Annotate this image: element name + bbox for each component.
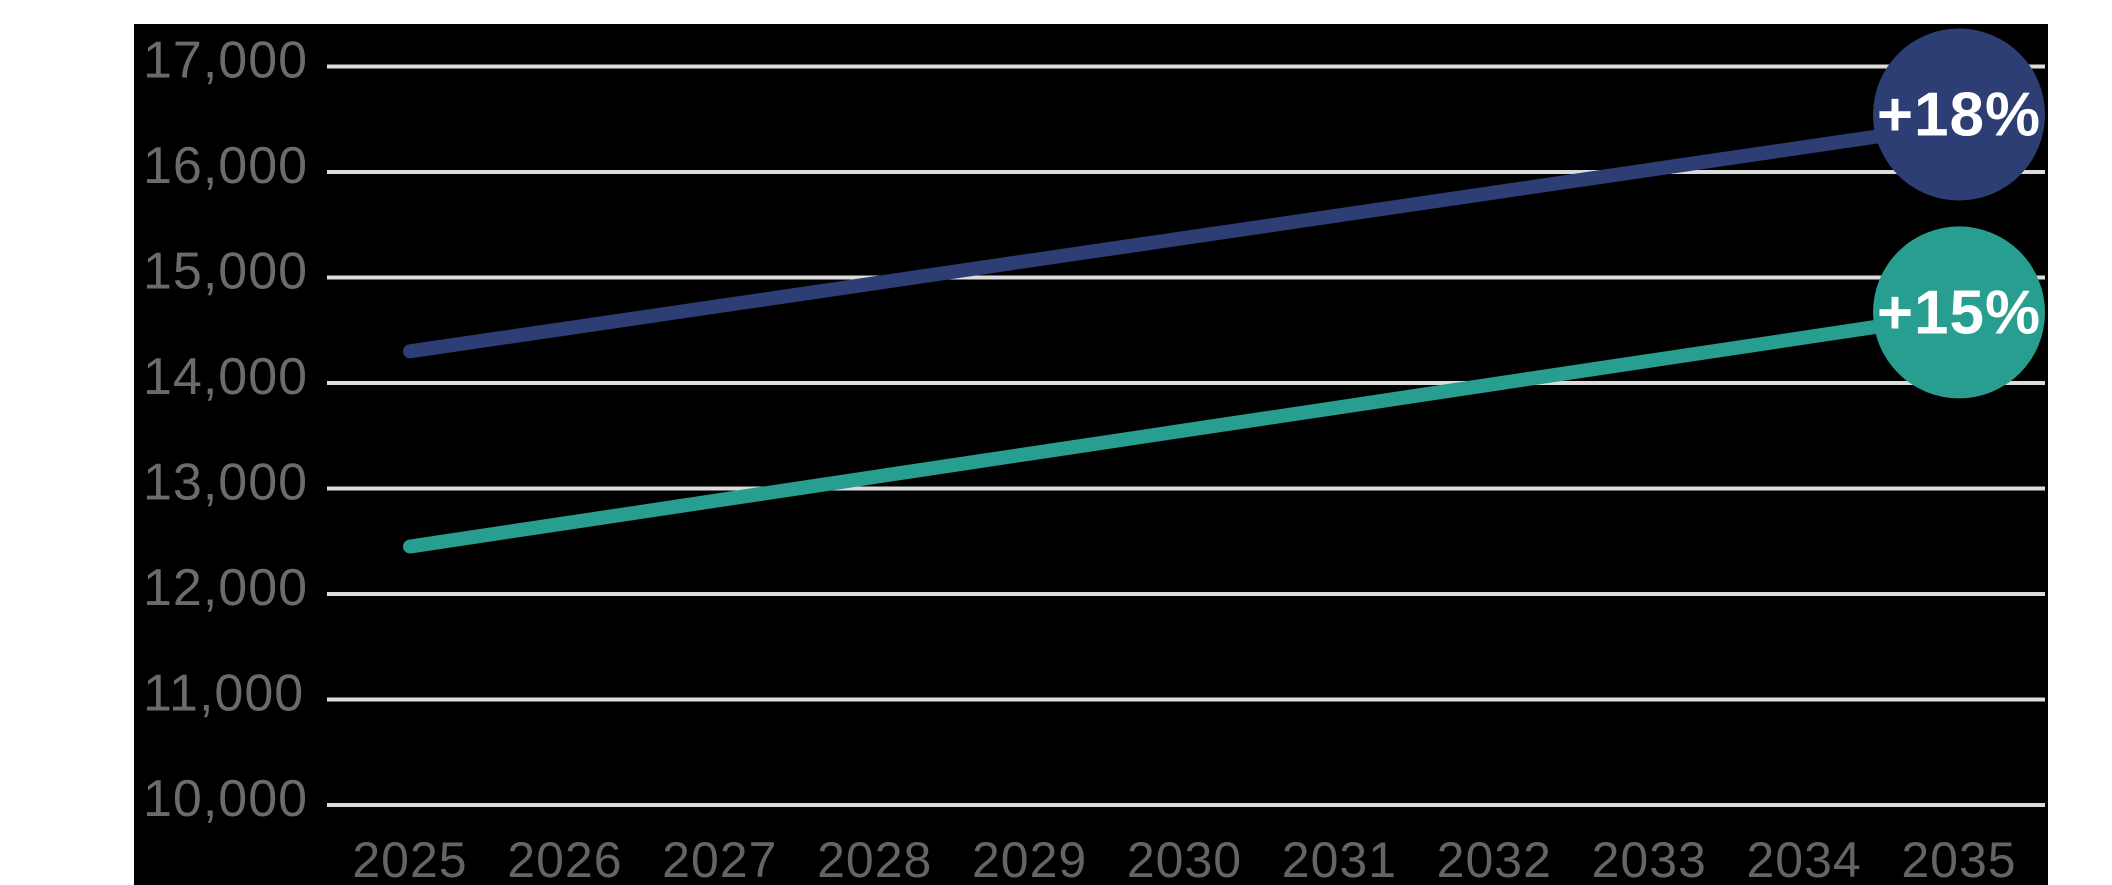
navy-projection-line — [403, 117, 1966, 359]
x-tick-label: 2032 — [1437, 832, 1552, 885]
teal-projection-badge-label: +15% — [1877, 278, 2041, 347]
plot-background — [134, 24, 2048, 885]
y-tick-label: 10,000 — [143, 770, 308, 828]
teal-projection-badge-circle — [1873, 226, 2045, 399]
y-tick-label: 16,000 — [143, 137, 308, 195]
x-tick-label: 2025 — [352, 832, 467, 885]
navy-projection-badge-circle — [1873, 28, 2045, 201]
y-tick-label: 13,000 — [143, 454, 308, 512]
y-tick-label: 14,000 — [143, 348, 308, 406]
x-tick-label: 2029 — [972, 832, 1087, 885]
x-tick-label: 2034 — [1746, 832, 1861, 885]
y-tick-label: 17,000 — [143, 32, 308, 90]
y-tick-label: 12,000 — [143, 559, 308, 617]
navy-projection-badge-label: +18% — [1877, 81, 2041, 150]
x-tick-label: 2028 — [817, 832, 932, 885]
x-tick-label: 2030 — [1127, 832, 1242, 885]
x-tick-label: 2026 — [507, 832, 622, 885]
y-tick-label: 11,000 — [143, 665, 304, 723]
y-tick-label: 15,000 — [143, 243, 308, 301]
x-tick-label: 2033 — [1592, 832, 1707, 885]
x-tick-label: 2035 — [1901, 832, 2016, 885]
x-tick-label: 2031 — [1282, 832, 1397, 885]
teal-projection-line — [403, 307, 1966, 554]
x-tick-label: 2027 — [662, 832, 777, 885]
